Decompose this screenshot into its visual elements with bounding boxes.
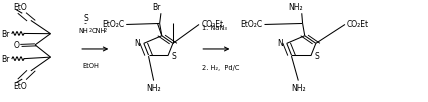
Text: EtO₂C: EtO₂C [102, 20, 124, 29]
Text: NH₂: NH₂ [146, 84, 161, 93]
Text: Br: Br [152, 3, 161, 12]
Text: 2: 2 [89, 28, 92, 33]
Text: N: N [135, 39, 140, 48]
Text: O: O [14, 41, 20, 50]
Text: 2: 2 [104, 28, 107, 33]
Text: 1. NaN₃: 1. NaN₃ [202, 25, 227, 30]
Text: 2. H₂,  Pd/C: 2. H₂, Pd/C [202, 65, 240, 71]
Text: S: S [315, 52, 319, 61]
Text: EtO: EtO [13, 82, 27, 91]
Text: NH: NH [78, 28, 88, 34]
Text: S: S [172, 52, 176, 61]
Text: EtO: EtO [13, 3, 27, 12]
Text: Br: Br [1, 55, 10, 64]
Text: NH₂: NH₂ [288, 3, 303, 12]
Text: Br: Br [1, 30, 10, 39]
Text: N: N [278, 39, 283, 48]
Text: S: S [83, 14, 88, 23]
Text: EtOH: EtOH [82, 63, 99, 69]
Text: CO₂Et: CO₂Et [201, 20, 223, 29]
Text: CO₂Et: CO₂Et [347, 20, 369, 29]
Text: NH₂: NH₂ [291, 84, 306, 93]
Text: CNH: CNH [92, 28, 107, 34]
Text: EtO₂C: EtO₂C [240, 20, 262, 29]
